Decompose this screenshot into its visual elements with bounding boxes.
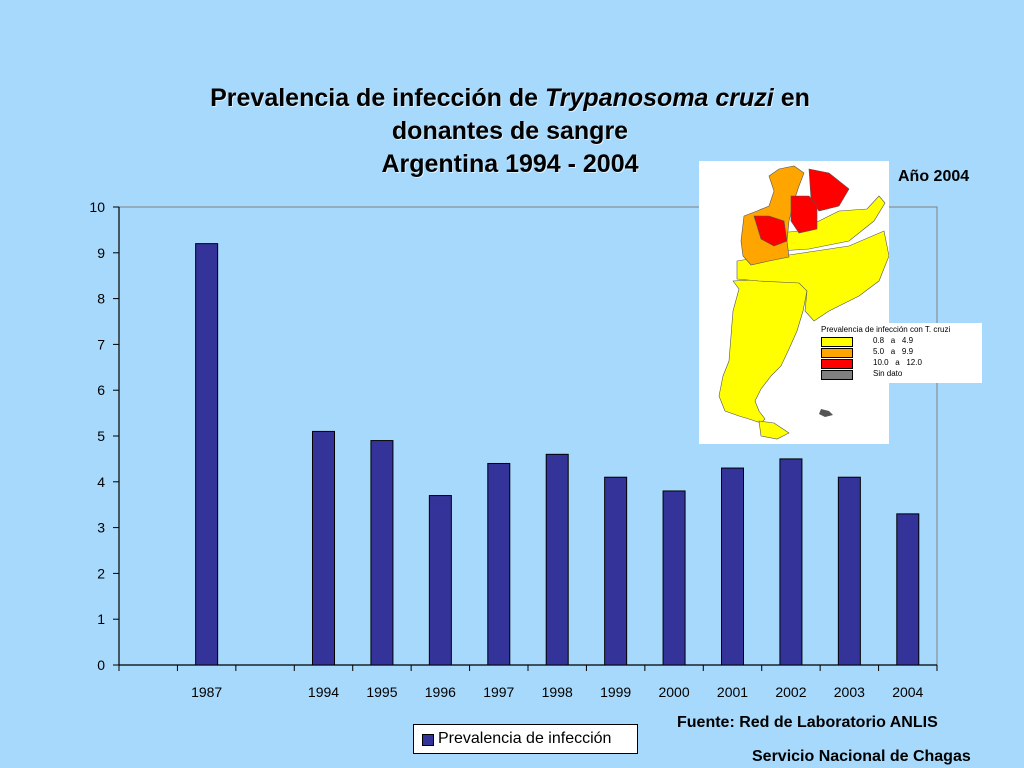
map-legend-swatch — [821, 337, 853, 347]
map-legend-label: 10.0 a 12.0 — [873, 358, 922, 367]
y-tick-label: 9 — [97, 245, 105, 261]
chart-title: Prevalencia de infección de Trypanosoma … — [160, 82, 860, 181]
map-malvinas — [819, 409, 833, 417]
x-tick-label: 2002 — [775, 684, 806, 700]
map-legend-swatch — [821, 348, 853, 358]
y-tick-label: 4 — [97, 474, 105, 490]
x-tick-label: 1995 — [366, 684, 397, 700]
x-tick-label: 1998 — [542, 684, 573, 700]
x-tick-label: 2004 — [892, 684, 923, 700]
map-legend-item: 5.0 a 9.9 — [821, 347, 979, 358]
y-tick-label: 2 — [97, 565, 105, 581]
y-tick-label: 6 — [97, 382, 105, 398]
y-tick-label: 5 — [97, 428, 105, 444]
x-tick-label: 2000 — [658, 684, 689, 700]
map-legend-label: 5.0 a 9.9 — [873, 347, 914, 356]
bar-2004 — [896, 513, 920, 666]
bar-1994 — [312, 430, 335, 666]
map-legend-item: 0.8 a 4.9 — [821, 336, 979, 347]
map-region-south — [718, 278, 812, 424]
bar-2000 — [662, 490, 686, 666]
map-region-northwest-orange — [740, 165, 805, 266]
bar-2001 — [721, 467, 744, 666]
map-legend-item: Sin dato — [821, 369, 979, 380]
source-organization: Servicio Nacional de Chagas — [752, 748, 971, 765]
argentina-map-drawing — [718, 165, 890, 440]
bar-1996 — [428, 495, 452, 666]
y-tick-label: 0 — [97, 657, 105, 673]
y-tick-label: 7 — [97, 336, 105, 352]
x-tick-label: 1997 — [483, 684, 514, 700]
bar-2003 — [837, 476, 861, 666]
x-axis-ticks: 1987 1994 1995 1996 1997 1998 1999 2000 2001 2002… — [118, 665, 938, 700]
x-tick-label: 1994 — [308, 684, 339, 700]
bar-1998 — [545, 453, 569, 666]
title-line2: donantes de sangre — [391, 117, 629, 145]
title-text-part1: Prevalencia de infección de — [210, 84, 545, 112]
x-tick-label: 1987 — [191, 684, 222, 700]
map-legend-item: 10.0 a 12.0 — [821, 358, 979, 369]
map-legend-swatch — [821, 370, 853, 380]
map-legend-title: Prevalencia de infección con T. cruzi — [821, 325, 951, 334]
title-species-name: Trypanosoma cruzi — [544, 84, 774, 112]
title-line3: Argentina 1994 - 2004 — [381, 150, 639, 178]
chart-legend: Prevalencia de infección — [413, 724, 638, 754]
y-axis-ticks: 0 1 2 3 4 5 6 7 8 9 10 — [89, 199, 119, 673]
x-tick-label: 2003 — [834, 684, 865, 700]
bar-1999 — [604, 476, 628, 666]
bar-1997 — [487, 462, 511, 666]
map-region-tierra-del-fuego — [758, 420, 790, 440]
map-legend-label: 0.8 a 4.9 — [873, 336, 914, 345]
legend-series-label: Prevalencia de infección — [438, 730, 612, 747]
y-tick-label: 10 — [89, 199, 105, 215]
argentina-map — [699, 161, 890, 444]
map-region-red-3 — [753, 215, 788, 247]
source-note: Fuente: Red de Laboratorio ANLIS — [677, 714, 938, 731]
map-region-red-2 — [790, 195, 818, 234]
bar-1987 — [195, 243, 219, 666]
y-tick-label: 1 — [97, 611, 105, 627]
y-tick-label: 8 — [97, 291, 105, 307]
x-tick-label: 1999 — [600, 684, 631, 700]
bar-1995 — [370, 440, 394, 666]
y-tick-label: 3 — [97, 520, 105, 536]
bar-2002 — [779, 458, 803, 666]
map-region-pampa — [736, 230, 890, 322]
map-legend-label: Sin dato — [873, 369, 903, 378]
x-tick-label: 1996 — [425, 684, 456, 700]
map-legend: Prevalencia de infección con T. cruzi 0.… — [818, 323, 982, 383]
legend-swatch — [422, 734, 434, 746]
map-year-label: Año 2004 — [898, 168, 970, 185]
x-tick-label: 2001 — [717, 684, 748, 700]
title-text-part2: en — [773, 84, 810, 112]
map-legend-swatch — [821, 359, 853, 369]
bars — [195, 243, 920, 666]
